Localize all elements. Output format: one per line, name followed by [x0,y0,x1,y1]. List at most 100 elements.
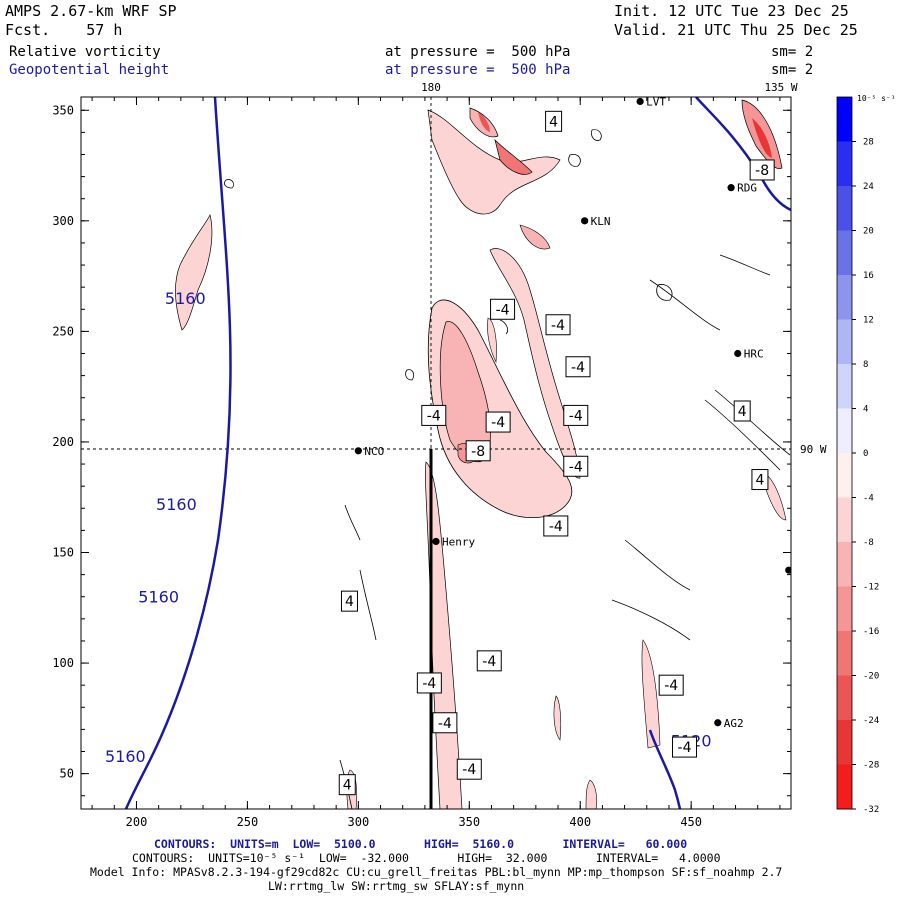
colorbar-swatch [837,720,852,765]
colorbar-tick-label: -20 [863,672,879,682]
station-label: AG2 [724,717,744,730]
colorbar-swatch [837,319,852,365]
y-tick-label: 50 [60,767,74,781]
vorticity-contour-label: -8 [749,159,775,181]
vorticity-label-text: -4 [571,360,585,376]
vorticity-contour-label: -4 [563,404,589,426]
colorbar-tick-label: 24 [863,182,874,192]
footer-contours-vorticity: CONTOURS: UNITS=10⁻⁵ s⁻¹ LOW= -32.000 HI… [132,851,721,865]
colorbar-tick-label: -32 [863,805,879,815]
station-marker [636,97,644,106]
vorticity-label-text: -4 [438,716,452,732]
colorbar-swatch [837,631,852,676]
vorticity-label-text: -8 [471,444,485,460]
positive-vorticity-contours [224,129,791,809]
colorbar-swatch [837,97,852,142]
vorticity-contour-label: 4 [338,774,356,796]
model-title: AMPS 2.67-km WRF SP [5,2,177,20]
field-smooth-height: sm= 2 [771,62,814,78]
parallel-label: 90 W [800,443,827,456]
colorbar-tick-label: 16 [863,271,874,281]
field-level-vorticity: at pressure = 500 hPa [385,44,571,60]
meridian-label: 180 [421,81,441,94]
height-contour-label: 5160 [165,289,206,308]
y-tick-label: 100 [52,656,74,670]
vorticity-label-text: -4 [422,676,436,692]
station-marker [727,184,735,192]
vorticity-shading [175,99,787,809]
vorticity-contour-label: -4 [545,314,571,336]
x-tick-label: 350 [458,815,480,829]
colorbar-tick-label: 12 [863,316,874,326]
y-tick-label: 350 [52,103,74,117]
colorbar-swatch [837,542,852,587]
vorticity-label-text: 4 [549,114,558,130]
colorbar-tick-label: 4 [863,405,868,415]
colorbar-tick-label: -16 [863,627,879,637]
vorticity-labels: 4 -8 -4 -4 -4 -4 -4 -4 4 -8 -4 4 -4 4 -4 -4 -4 -4 -4 4 -4 [338,110,775,796]
colorbar-swatch [837,364,852,409]
x-tick-label: 200 [126,815,148,829]
x-tick-label: 400 [569,815,591,829]
vorticity-contour-label: -4 [563,455,589,477]
map-plot-area: NCO Henry KLN RDG HRC AG2 LVT 5160 5160 5160 5160… [81,97,791,809]
vorticity-label-text: -4 [427,408,441,424]
colorbar-tick-label: -28 [863,761,879,771]
vorticity-label-text: -4 [569,459,583,475]
colorbar: 28 24 20 16 12 8 4 0 -4 -8 -12 -16 -20 -24 -28 -32 [836,96,879,815]
colorbar-swatch [837,497,852,543]
colorbar-swatch [837,408,852,454]
station-label: HRC [744,347,764,360]
vorticity-label-text: -4 [549,519,563,535]
vorticity-label-text: -4 [482,654,496,670]
vorticity-label-text: -4 [491,415,505,431]
station-marker [734,349,742,358]
vorticity-contour-label: -8 [465,440,491,462]
colorbar-swatch [837,275,852,320]
footer-contours-height: CONTOURS: UNITS=m LOW= 5100.0 HIGH= 5160… [154,837,688,851]
vorticity-contour-label: -4 [416,672,442,694]
station-marker [432,537,440,546]
colorbar-swatch [837,675,852,721]
vorticity-label-text: -8 [755,163,769,179]
vorticity-contour-label: 4 [733,400,751,422]
footer-model-info: Model Info: MPASv8.2.3-194-gf29cd82c CU:… [90,865,783,879]
field-level-height: at pressure = 500 hPa [385,62,571,78]
height-labels: 51605160516051605120 [105,289,712,766]
init-time: Init. 12 UTC Tue 23 Dec 25 [614,2,849,20]
station-markers: NCO Henry KLN RDG HRC AG2 LVT [354,97,791,730]
y-tick-label: 300 [52,214,74,228]
station-marker [714,719,722,727]
colorbar-tick-label: 8 [863,360,868,370]
station-label: RDG [737,182,757,195]
colorbar-tick-label: 0 [863,449,868,459]
station-marker [581,217,589,225]
vorticity-contour-label: 4 [751,469,769,491]
colorbar-unit: 10⁻⁵ s⁻¹ [857,94,896,103]
field-name-height: Geopotential height [9,62,170,78]
y-tick-label: 150 [52,546,74,560]
footer-physics-info: LW:rrtmg_lw SW:rrtmg_sw SFLAY:sf_mynn [268,879,525,893]
station-label: Henry [442,535,475,548]
colorbar-tick-label: -12 [863,583,879,593]
vorticity-label-text: 4 [345,594,354,610]
vorticity-label-text: -4 [678,740,692,756]
colorbar-swatch [837,230,852,276]
vorticity-contour-label: -4 [421,404,447,426]
vorticity-contour-label: -4 [432,712,458,734]
station-label: NCO [364,445,384,458]
vorticity-contour-label: -4 [490,298,516,320]
height-contour-label: 5160 [156,495,197,514]
height-contour-label: 5160 [105,747,146,766]
valid-time: Valid. 21 UTC Thu 25 Dec 25 [614,21,858,39]
colorbar-swatch [837,141,852,187]
colorbar-tick-label: -4 [863,494,874,504]
colorbar-swatch [837,764,852,810]
colorbar-swatch [837,186,852,231]
vorticity-contour-label: -4 [476,650,502,672]
vorticity-contour-label: 4 [545,110,563,132]
field-name-vorticity: Relative vorticity [9,44,161,60]
vorticity-contour-label: 4 [340,590,358,612]
colorbar-tick-label: 28 [863,138,874,148]
